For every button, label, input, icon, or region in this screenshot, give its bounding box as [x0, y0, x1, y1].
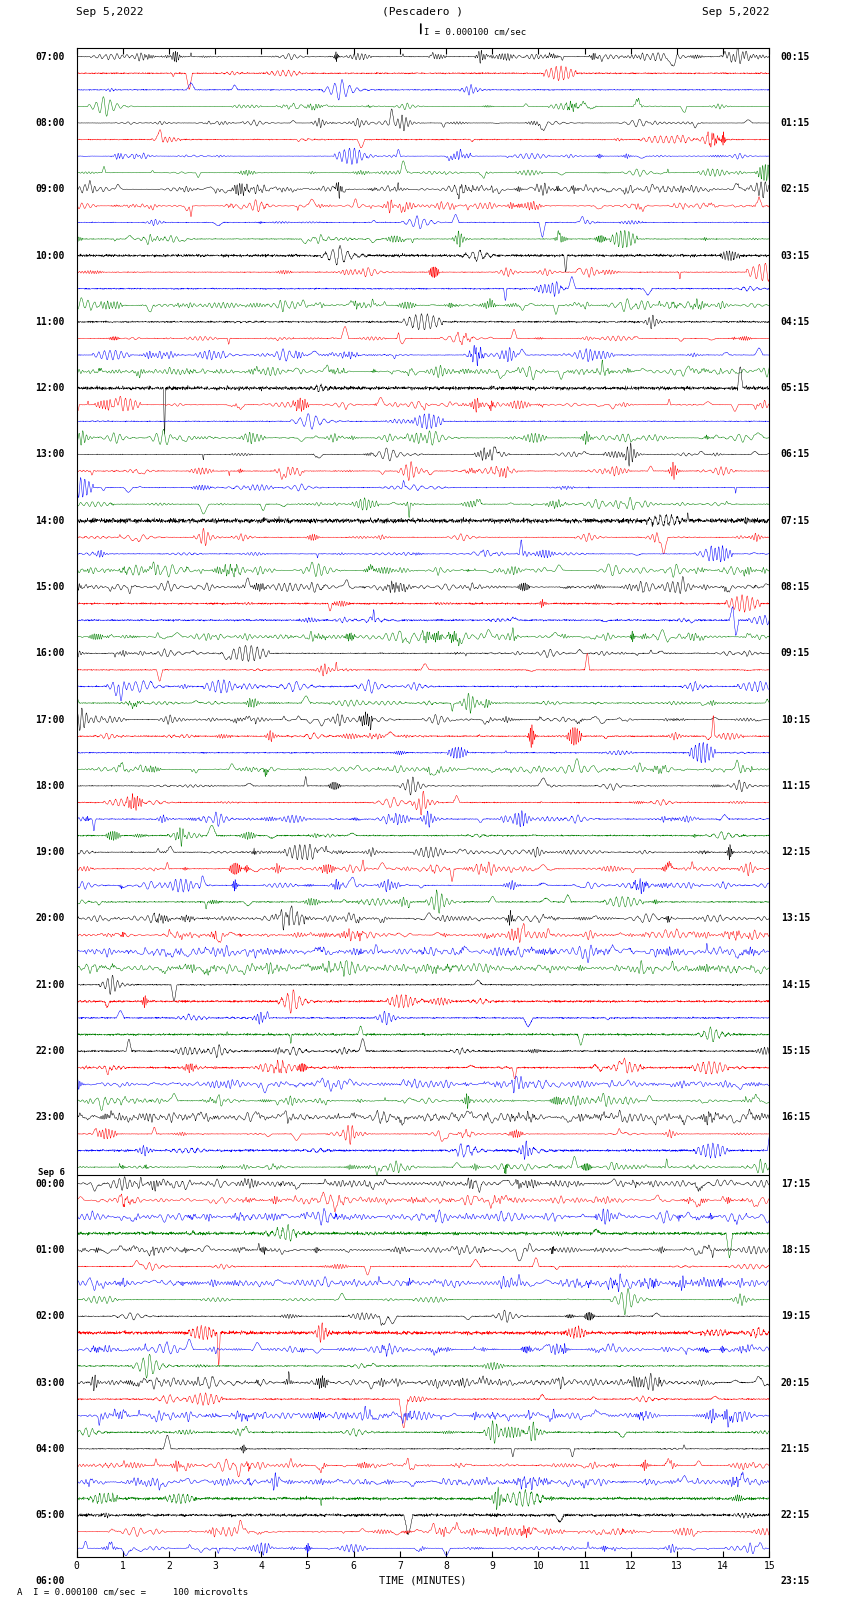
- Text: 11:00: 11:00: [36, 316, 65, 327]
- Text: 22:00: 22:00: [36, 1047, 65, 1057]
- Text: 09:00: 09:00: [36, 184, 65, 194]
- Text: 17:15: 17:15: [781, 1179, 810, 1189]
- Text: 14:15: 14:15: [781, 979, 810, 990]
- Text: 03:00: 03:00: [36, 1378, 65, 1387]
- Text: 00:00: 00:00: [36, 1179, 65, 1189]
- Text: 21:00: 21:00: [36, 979, 65, 990]
- Text: 12:00: 12:00: [36, 384, 65, 394]
- Text: Sep 5,2022: Sep 5,2022: [76, 6, 144, 16]
- Text: 15:15: 15:15: [781, 1047, 810, 1057]
- Text: I = 0.000100 cm/sec: I = 0.000100 cm/sec: [424, 27, 526, 37]
- Text: 01:00: 01:00: [36, 1245, 65, 1255]
- Text: 09:15: 09:15: [781, 648, 810, 658]
- Text: 02:00: 02:00: [36, 1311, 65, 1321]
- Text: 13:15: 13:15: [781, 913, 810, 924]
- Text: 11:15: 11:15: [781, 781, 810, 790]
- Text: 05:00: 05:00: [36, 1510, 65, 1519]
- Text: 12:15: 12:15: [781, 847, 810, 857]
- Text: 06:00: 06:00: [36, 1576, 65, 1587]
- Text: 17:00: 17:00: [36, 715, 65, 724]
- Text: 07:15: 07:15: [781, 516, 810, 526]
- Text: 19:00: 19:00: [36, 847, 65, 857]
- Text: Sep 6: Sep 6: [38, 1168, 65, 1176]
- Text: 14:00: 14:00: [36, 516, 65, 526]
- Text: 10:15: 10:15: [781, 715, 810, 724]
- Text: 00:15: 00:15: [781, 52, 810, 61]
- Text: A  I = 0.000100 cm/sec =     100 microvolts: A I = 0.000100 cm/sec = 100 microvolts: [17, 1587, 248, 1597]
- Text: 21:15: 21:15: [781, 1444, 810, 1453]
- Text: 16:00: 16:00: [36, 648, 65, 658]
- Text: 13:00: 13:00: [36, 450, 65, 460]
- Text: 10:00: 10:00: [36, 250, 65, 261]
- Text: 07:00: 07:00: [36, 52, 65, 61]
- Text: 01:15: 01:15: [781, 118, 810, 127]
- Text: 19:15: 19:15: [781, 1311, 810, 1321]
- Text: 20:00: 20:00: [36, 913, 65, 924]
- X-axis label: TIME (MINUTES): TIME (MINUTES): [379, 1576, 467, 1586]
- Text: 18:15: 18:15: [781, 1245, 810, 1255]
- Text: Sep 5,2022: Sep 5,2022: [702, 6, 769, 16]
- Text: 18:00: 18:00: [36, 781, 65, 790]
- Text: 23:00: 23:00: [36, 1113, 65, 1123]
- Text: 08:15: 08:15: [781, 582, 810, 592]
- Text: 22:15: 22:15: [781, 1510, 810, 1519]
- Text: 04:15: 04:15: [781, 316, 810, 327]
- Text: 16:15: 16:15: [781, 1113, 810, 1123]
- Text: 08:00: 08:00: [36, 118, 65, 127]
- Text: 04:00: 04:00: [36, 1444, 65, 1453]
- Text: 20:15: 20:15: [781, 1378, 810, 1387]
- Text: 15:00: 15:00: [36, 582, 65, 592]
- Text: (Pescadero ): (Pescadero ): [382, 6, 463, 16]
- Text: 03:15: 03:15: [781, 250, 810, 261]
- Text: 23:15: 23:15: [781, 1576, 810, 1587]
- Text: 02:15: 02:15: [781, 184, 810, 194]
- Text: 05:15: 05:15: [781, 384, 810, 394]
- Text: 06:15: 06:15: [781, 450, 810, 460]
